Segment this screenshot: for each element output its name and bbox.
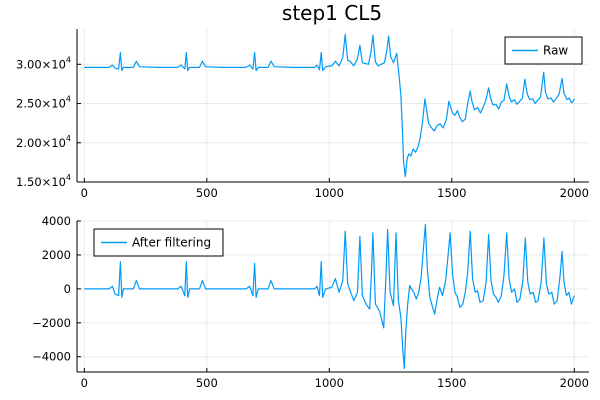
x-tick-label: 500 bbox=[196, 186, 218, 200]
y-tick-label: 3.00×104 bbox=[16, 55, 71, 71]
x-tick-label: 2000 bbox=[560, 186, 589, 200]
x-tick-label: 1000 bbox=[315, 186, 344, 200]
x-tick-label: 1500 bbox=[437, 186, 466, 200]
legend-label: After filtering bbox=[132, 236, 211, 250]
top-panel-raw: 0 500 1000 1500 2000 1.50×104 2.00×104 2.50×104… bbox=[16, 29, 589, 200]
series-line bbox=[84, 33, 575, 178]
x-tick-label: 1500 bbox=[437, 376, 466, 390]
legend-label: Raw bbox=[543, 44, 568, 58]
y-tick-label: 2000 bbox=[42, 248, 71, 262]
y-tick-label: 1.50×104 bbox=[16, 173, 71, 189]
y-tick-label: 2.00×104 bbox=[16, 134, 71, 150]
y-tick-label: −2000 bbox=[32, 316, 71, 330]
x-tick-label: 0 bbox=[81, 376, 88, 390]
x-tick-label: 0 bbox=[81, 186, 88, 200]
y-tick-label: 2.50×104 bbox=[16, 95, 71, 111]
y-tick-label: −4000 bbox=[32, 350, 71, 364]
bottom-panel-after-filtering: 0 500 1000 1500 2000 −4000 −2000 0 2000 4000 After… bbox=[32, 214, 589, 390]
x-tick-label: 2000 bbox=[560, 376, 589, 390]
x-tick-label: 1000 bbox=[315, 376, 344, 390]
x-tick-label: 500 bbox=[196, 376, 218, 390]
y-tick-label: 0 bbox=[64, 282, 71, 296]
figure-title: step1 CL5 bbox=[282, 1, 382, 25]
series-line bbox=[84, 223, 575, 370]
y-tick-label: 4000 bbox=[42, 214, 71, 228]
